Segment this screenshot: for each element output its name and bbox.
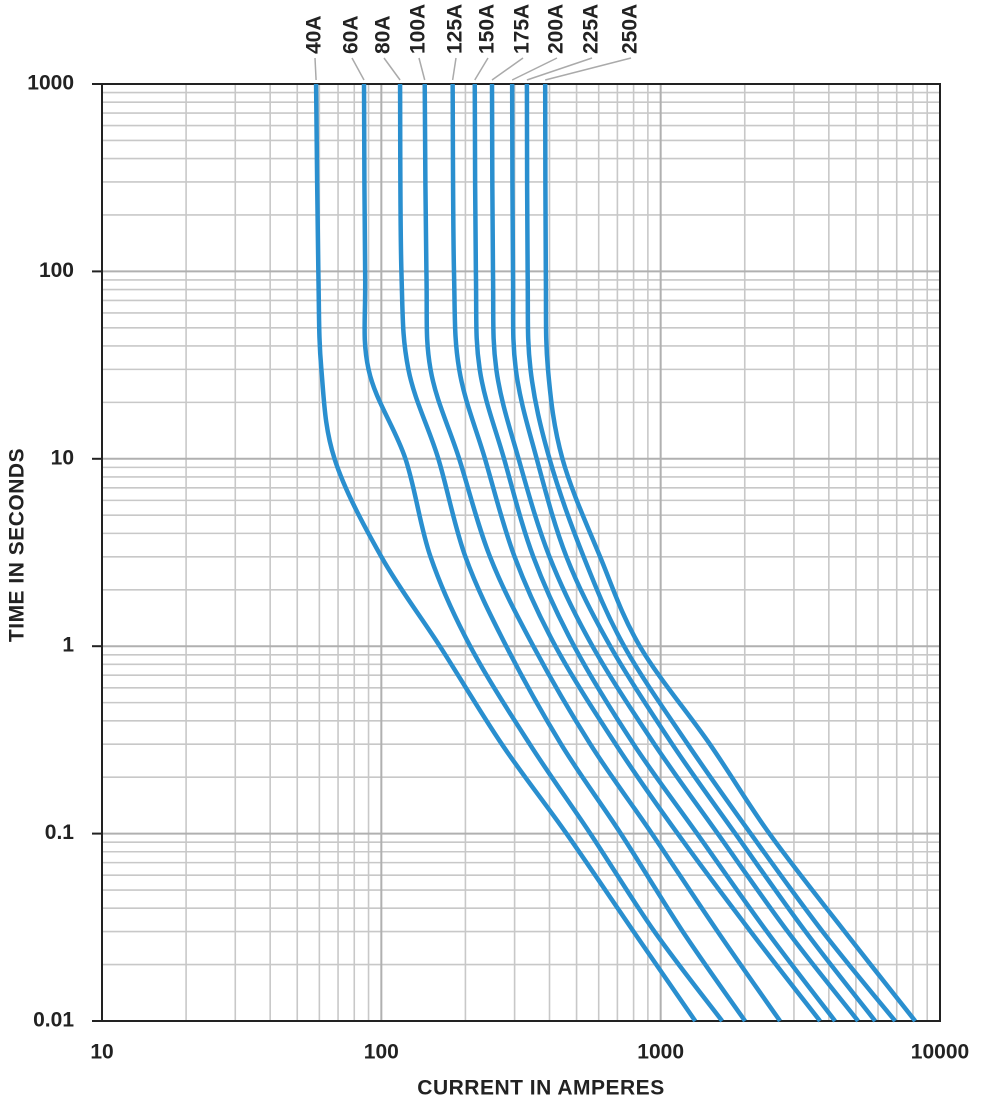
- legend-label: 225A: [580, 4, 603, 54]
- curve: [422, 83, 782, 1023]
- x-tick-label: 1000: [637, 1041, 684, 1064]
- y-tick-label: 0.01: [33, 1009, 74, 1032]
- legend-label: 125A: [444, 4, 467, 54]
- curve: [397, 83, 747, 1023]
- curve: [524, 83, 897, 1023]
- leader-line: [383, 57, 401, 81]
- legend-label: 60A: [340, 15, 363, 54]
- leader-line: [511, 57, 558, 81]
- leader-line: [545, 57, 632, 81]
- leader-line: [451, 57, 457, 81]
- x-tick-label: 10: [90, 1041, 113, 1064]
- curve: [361, 83, 724, 1023]
- y-tick-label: 100: [39, 259, 74, 282]
- leader-line: [314, 57, 317, 81]
- x-tick-label: 10000: [911, 1041, 969, 1064]
- leader-line: [474, 57, 489, 81]
- legend-label: 80A: [372, 15, 395, 54]
- curve: [450, 83, 822, 1023]
- y-tick-label: 1: [62, 634, 74, 657]
- curve: [542, 83, 917, 1023]
- curve: [509, 83, 877, 1023]
- legend-label: 40A: [303, 15, 326, 54]
- y-axis-title: TIME IN SECONDS: [6, 448, 29, 642]
- y-tick-label: 10: [51, 446, 74, 469]
- legend-label: 250A: [619, 4, 642, 54]
- curve: [313, 83, 698, 1023]
- legend-label: 100A: [407, 4, 430, 54]
- leader-line: [526, 57, 593, 81]
- legend-label: 150A: [476, 4, 499, 54]
- curve: [472, 83, 837, 1023]
- leader-line: [418, 57, 426, 81]
- plot-frame: [101, 83, 941, 1022]
- leader-line: [351, 57, 365, 81]
- x-tick-label: 100: [364, 1041, 399, 1064]
- grid: [101, 83, 941, 1022]
- legend-label: 200A: [545, 4, 568, 54]
- leader-line: [491, 57, 524, 81]
- y-tick-label: 1000: [27, 72, 74, 95]
- y-tick-label: 0.1: [45, 821, 75, 844]
- legend-label: 175A: [511, 4, 534, 54]
- x-axis-title: CURRENT IN AMPERES: [417, 1077, 664, 1100]
- curve: [489, 83, 860, 1023]
